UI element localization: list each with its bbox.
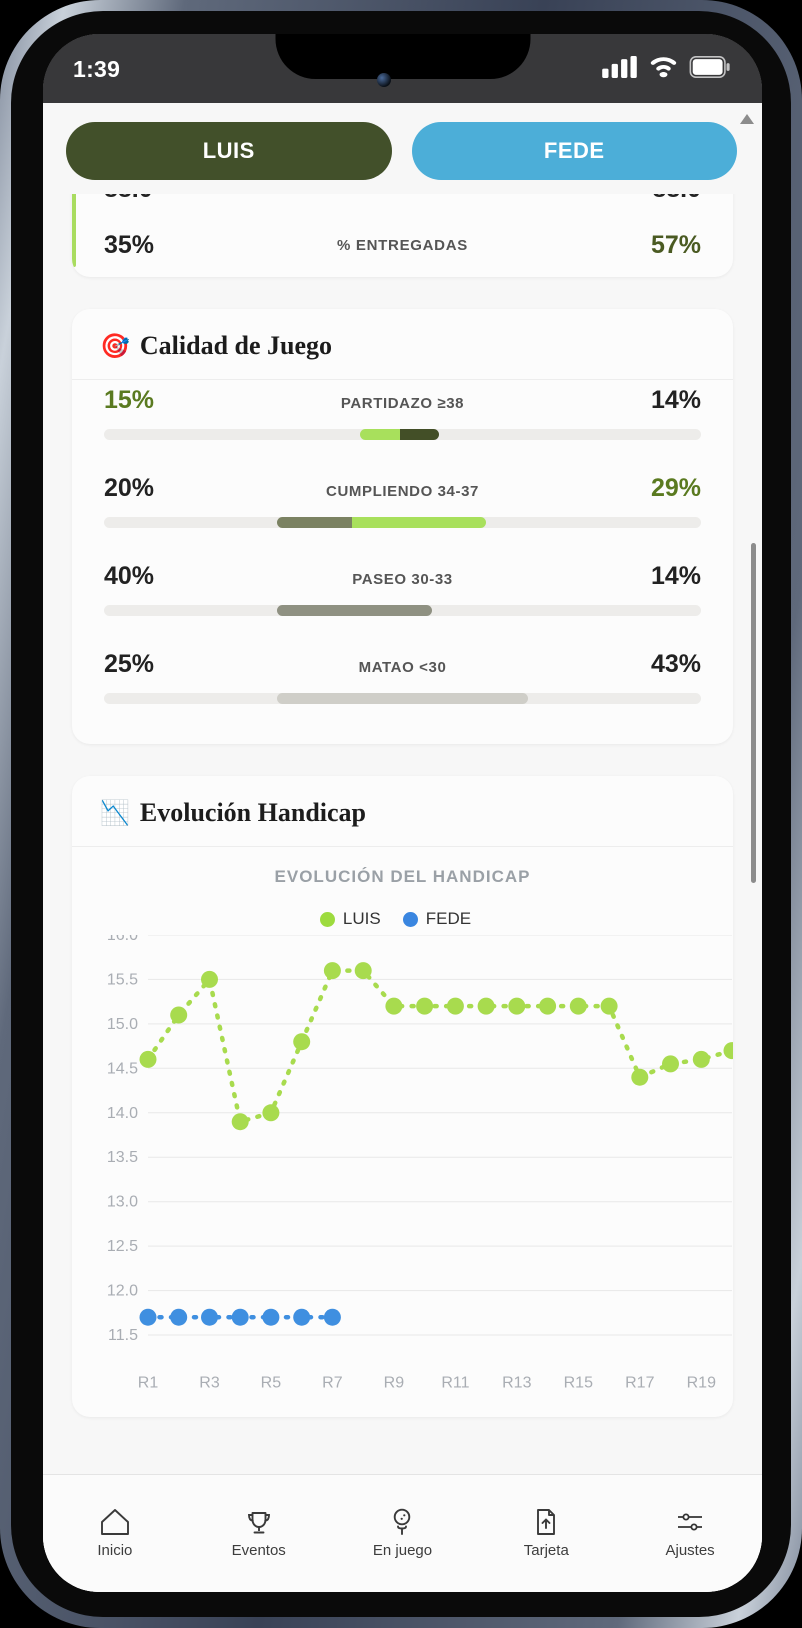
svg-text:R5: R5 bbox=[261, 1374, 282, 1391]
svg-text:13.5: 13.5 bbox=[107, 1149, 138, 1166]
svg-text:16.0: 16.0 bbox=[107, 935, 138, 944]
svg-text:R11: R11 bbox=[441, 1374, 469, 1391]
svg-text:R1: R1 bbox=[138, 1374, 159, 1391]
svg-text:R9: R9 bbox=[384, 1374, 405, 1391]
svg-text:R7: R7 bbox=[322, 1374, 343, 1391]
svg-text:15.0: 15.0 bbox=[107, 1016, 138, 1033]
svg-text:12.0: 12.0 bbox=[107, 1283, 138, 1300]
svg-text:11.5: 11.5 bbox=[108, 1327, 138, 1344]
svg-text:R3: R3 bbox=[199, 1374, 220, 1391]
svg-text:12.5: 12.5 bbox=[107, 1238, 138, 1255]
svg-text:R19: R19 bbox=[687, 1374, 716, 1391]
svg-text:14.0: 14.0 bbox=[107, 1105, 138, 1122]
svg-text:R15: R15 bbox=[564, 1374, 593, 1391]
svg-text:14.5: 14.5 bbox=[107, 1060, 138, 1077]
svg-text:13.0: 13.0 bbox=[107, 1194, 138, 1211]
svg-text:15.5: 15.5 bbox=[107, 971, 138, 988]
svg-text:R13: R13 bbox=[502, 1374, 531, 1391]
svg-text:R17: R17 bbox=[625, 1374, 654, 1391]
